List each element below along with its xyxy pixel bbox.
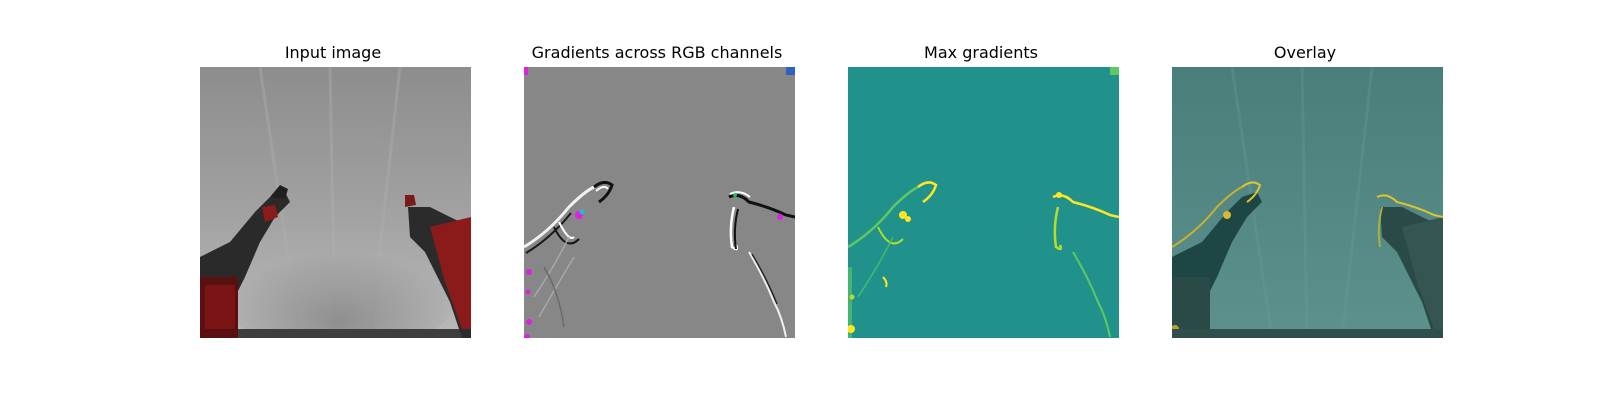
panel-title: Overlay [1273,43,1337,62]
panel-gradients-rgb: Gradients across RGB channels [497,0,817,400]
panel-title: Max gradients [924,43,1038,62]
panel-max-gradients: Max gradients [821,0,1141,400]
panel-title: Gradients across RGB channels [531,43,783,62]
max-gradients-image [848,67,1119,338]
overlay-image [1172,67,1443,338]
overlay-svg [1172,67,1443,338]
input-image [200,67,471,338]
gradients-rgb-svg [524,67,795,338]
panel-input-image: Input image [173,0,493,400]
panel-overlay: Overlay [1145,0,1465,400]
max-gradients-svg [848,67,1119,338]
panel-title: Input image [284,43,382,62]
gradients-rgb-image [524,67,795,338]
input-image-svg [200,67,471,338]
